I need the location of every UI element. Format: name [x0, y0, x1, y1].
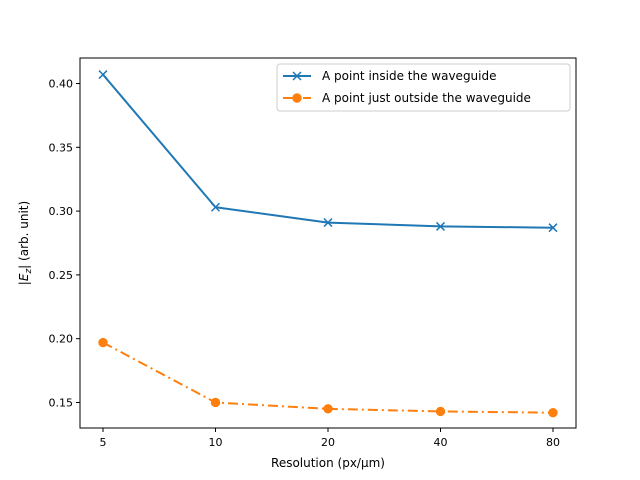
- series-layer: [98, 70, 558, 418]
- series-1-point: [435, 221, 446, 231]
- x-axis-label: Resolution (px/µm): [271, 456, 385, 470]
- series-2-point: [435, 406, 446, 417]
- legend: A point inside the waveguide A point just…: [276, 63, 571, 112]
- legend-label-2: A point just outside the waveguide: [322, 91, 531, 105]
- series-2-point: [210, 397, 221, 408]
- y-axis-label: |Ez| (arb. unit): [17, 201, 34, 285]
- legend-marker-2: [292, 93, 302, 103]
- legend-label-1: A point inside the waveguide: [322, 69, 497, 83]
- x-tick-label: 40: [434, 436, 448, 449]
- y-tick-label: 0.20: [49, 333, 74, 346]
- series-2-point: [548, 407, 558, 418]
- y-tick-label: 0.15: [49, 396, 74, 409]
- x-tick-label: 20: [321, 436, 335, 449]
- series-1-point: [210, 202, 221, 212]
- x-tick-label: 10: [209, 436, 223, 449]
- x-tick-label: 80: [546, 436, 560, 449]
- series-1-point: [548, 223, 558, 233]
- x-axis: 5 10 20 40 80: [100, 428, 560, 449]
- y-tick-label: 0.30: [49, 205, 74, 218]
- series-2-point: [98, 337, 108, 348]
- legend-marker-1: [292, 71, 302, 81]
- x-tick-label: 5: [100, 436, 107, 449]
- legend-entries: A point inside the waveguide A point just…: [283, 69, 531, 105]
- y-tick-label: 0.40: [49, 78, 74, 91]
- y-tick-label: 0.35: [49, 141, 74, 154]
- series-2-point: [323, 404, 333, 414]
- series-1-point: [323, 218, 333, 228]
- y-axis: 0.15 0.20 0.25 0.30 0.35 0.40: [49, 78, 80, 409]
- series-1-point: [98, 70, 108, 80]
- y-tick-label: 0.25: [49, 269, 74, 282]
- legend-box: [276, 63, 571, 112]
